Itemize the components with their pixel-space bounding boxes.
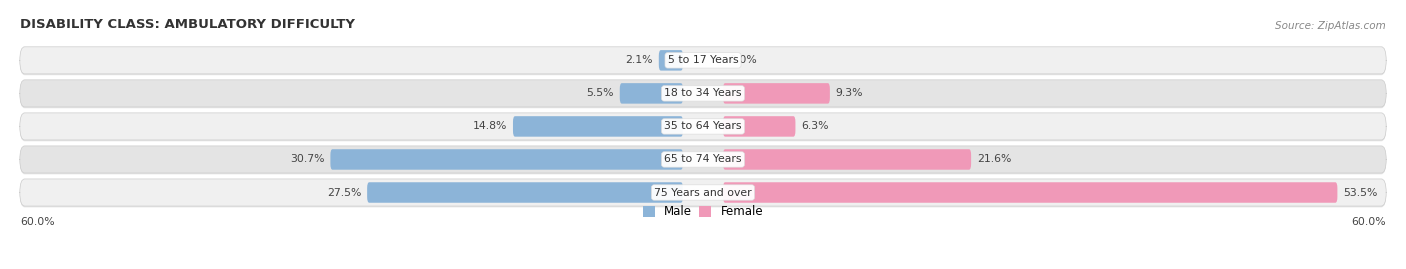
Text: 5.5%: 5.5%	[586, 89, 614, 98]
Text: 65 to 74 Years: 65 to 74 Years	[664, 154, 742, 164]
FancyBboxPatch shape	[20, 147, 1386, 174]
Text: 14.8%: 14.8%	[472, 121, 508, 132]
Text: 6.3%: 6.3%	[801, 121, 828, 132]
Text: 53.5%: 53.5%	[1343, 187, 1378, 197]
FancyBboxPatch shape	[20, 114, 1386, 141]
FancyBboxPatch shape	[723, 116, 796, 137]
FancyBboxPatch shape	[723, 83, 830, 104]
Text: 2.1%: 2.1%	[626, 55, 652, 65]
FancyBboxPatch shape	[20, 47, 1386, 74]
FancyBboxPatch shape	[659, 50, 683, 70]
Text: 30.7%: 30.7%	[290, 154, 325, 164]
Text: 75 Years and over: 75 Years and over	[654, 187, 752, 197]
FancyBboxPatch shape	[620, 83, 683, 104]
FancyBboxPatch shape	[20, 80, 1386, 107]
FancyBboxPatch shape	[20, 179, 1386, 206]
Text: 5 to 17 Years: 5 to 17 Years	[668, 55, 738, 65]
FancyBboxPatch shape	[723, 182, 1337, 203]
FancyBboxPatch shape	[20, 48, 1386, 75]
Text: 60.0%: 60.0%	[20, 217, 55, 227]
Text: 60.0%: 60.0%	[1351, 217, 1386, 227]
FancyBboxPatch shape	[513, 116, 683, 137]
Text: 9.3%: 9.3%	[835, 89, 863, 98]
FancyBboxPatch shape	[723, 149, 972, 170]
Text: DISABILITY CLASS: AMBULATORY DIFFICULTY: DISABILITY CLASS: AMBULATORY DIFFICULTY	[20, 18, 354, 31]
Text: 21.6%: 21.6%	[977, 154, 1011, 164]
FancyBboxPatch shape	[20, 146, 1386, 173]
FancyBboxPatch shape	[367, 182, 683, 203]
Text: 0.0%: 0.0%	[728, 55, 756, 65]
FancyBboxPatch shape	[20, 180, 1386, 207]
Text: Source: ZipAtlas.com: Source: ZipAtlas.com	[1275, 21, 1386, 31]
Legend: Male, Female: Male, Female	[643, 206, 763, 218]
FancyBboxPatch shape	[20, 81, 1386, 108]
Text: 35 to 64 Years: 35 to 64 Years	[664, 121, 742, 132]
FancyBboxPatch shape	[330, 149, 683, 170]
Text: 18 to 34 Years: 18 to 34 Years	[664, 89, 742, 98]
Text: 27.5%: 27.5%	[328, 187, 361, 197]
FancyBboxPatch shape	[20, 113, 1386, 140]
